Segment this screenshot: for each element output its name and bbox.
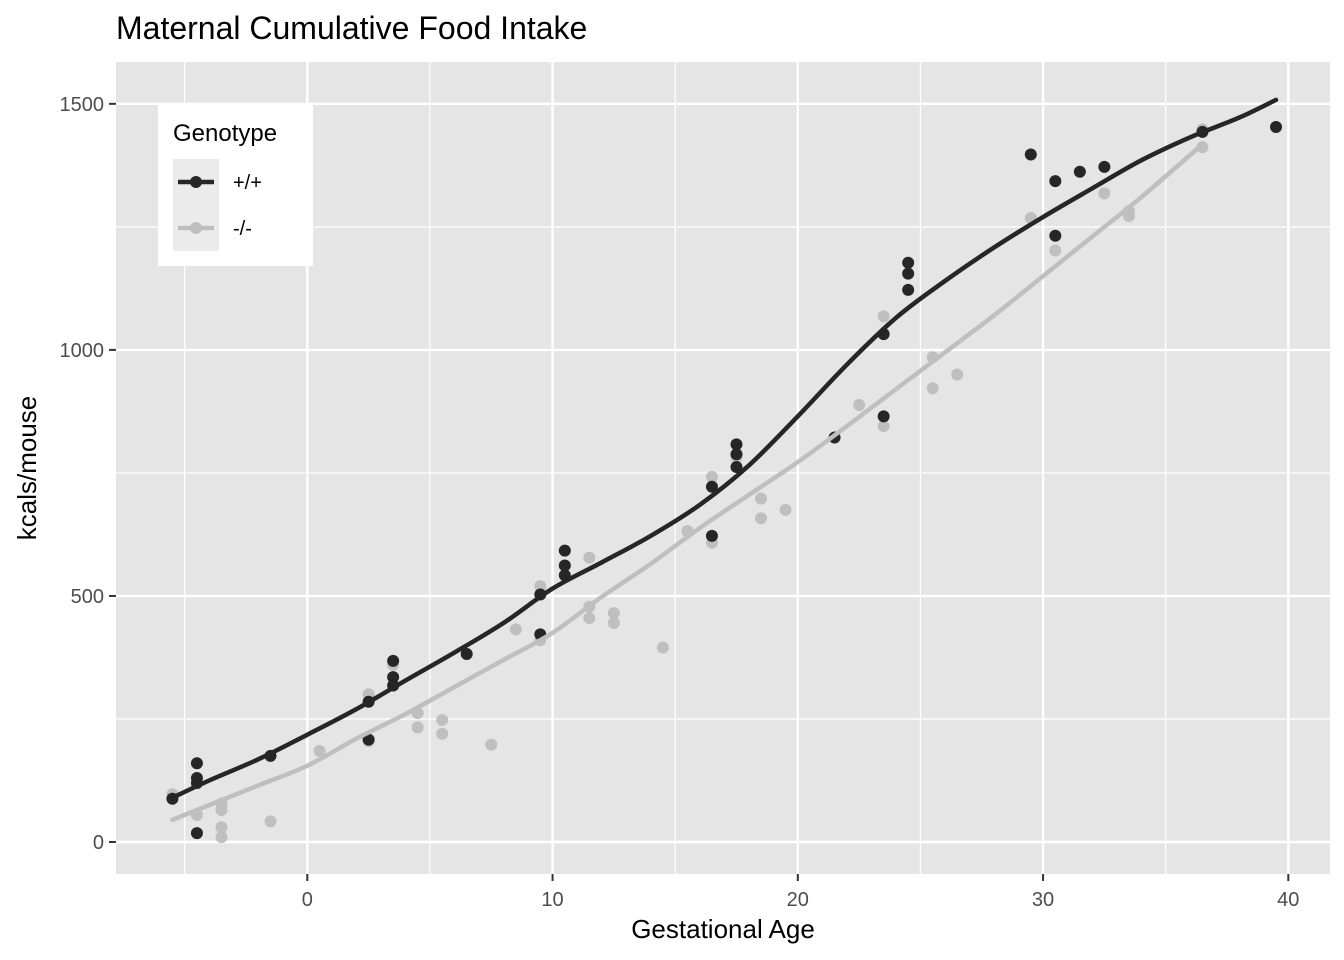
data-point-wildtype bbox=[1073, 165, 1086, 178]
y-tick-label: 500 bbox=[71, 586, 104, 608]
y-tick-label: 1500 bbox=[60, 94, 105, 116]
x-axis-title: Gestational Age bbox=[631, 914, 815, 944]
data-point-wildtype bbox=[1098, 160, 1111, 173]
data-point-knockout bbox=[436, 713, 449, 726]
data-point-wildtype bbox=[730, 438, 743, 451]
data-point-knockout bbox=[607, 617, 620, 630]
x-tick-label: 20 bbox=[787, 889, 809, 911]
data-point-knockout bbox=[215, 804, 228, 817]
data-point-wildtype bbox=[730, 461, 743, 474]
data-point-knockout bbox=[1098, 187, 1111, 200]
x-tick-label: 30 bbox=[1032, 889, 1054, 911]
legend-title: Genotype bbox=[173, 120, 277, 147]
data-point-knockout bbox=[1122, 210, 1135, 223]
x-tick-label: 10 bbox=[541, 889, 563, 911]
data-point-knockout bbox=[705, 470, 718, 483]
data-point-knockout bbox=[264, 815, 277, 828]
legend-key-point-knockout bbox=[190, 222, 202, 234]
data-point-knockout bbox=[411, 721, 424, 734]
smooth-lines bbox=[170, 97, 1279, 823]
data-point-knockout bbox=[583, 612, 596, 625]
legend-key-point-wildtype bbox=[190, 176, 202, 188]
data-point-wildtype bbox=[902, 283, 915, 296]
data-point-wildtype bbox=[877, 410, 890, 423]
legend-label-knockout: -/- bbox=[233, 218, 252, 240]
data-point-knockout bbox=[215, 831, 228, 844]
x-tick-label: 40 bbox=[1277, 889, 1299, 911]
data-point-knockout bbox=[485, 738, 498, 751]
data-point-wildtype bbox=[558, 559, 571, 572]
data-point-wildtype bbox=[1270, 120, 1283, 133]
data-point-wildtype bbox=[460, 648, 473, 661]
data-point-knockout bbox=[607, 607, 620, 620]
data-point-wildtype bbox=[705, 529, 718, 542]
data-point-knockout bbox=[1049, 244, 1062, 257]
data-point-knockout bbox=[755, 512, 768, 525]
y-axis-title: kcals/mouse bbox=[12, 396, 42, 541]
data-point-knockout bbox=[755, 492, 768, 505]
data-point-knockout bbox=[877, 310, 890, 323]
data-point-wildtype bbox=[705, 480, 718, 493]
data-point-knockout bbox=[534, 580, 547, 593]
data-point-knockout bbox=[926, 382, 939, 395]
data-point-knockout bbox=[656, 641, 669, 654]
plot-panel bbox=[116, 62, 1330, 874]
x-axis: 0 10 20 30 40 bbox=[302, 874, 1299, 911]
data-point-wildtype bbox=[1049, 175, 1062, 188]
data-point-wildtype bbox=[902, 256, 915, 269]
data-point-wildtype bbox=[1024, 148, 1037, 161]
y-tick-label: 1000 bbox=[60, 340, 105, 362]
data-point-wildtype bbox=[730, 448, 743, 461]
data-point-wildtype bbox=[1049, 229, 1062, 242]
data-point-knockout bbox=[779, 503, 792, 516]
data-point-knockout bbox=[583, 551, 596, 564]
data-point-knockout bbox=[877, 420, 890, 433]
legend-items: +/+ -/- bbox=[173, 159, 262, 251]
data-point-knockout bbox=[951, 368, 964, 381]
data-point-knockout bbox=[215, 821, 228, 834]
data-point-wildtype bbox=[190, 757, 203, 770]
data-point-wildtype bbox=[387, 654, 400, 667]
x-tick-label: 0 bbox=[302, 889, 313, 911]
grid-minor bbox=[116, 62, 1330, 874]
chart-title: Maternal Cumulative Food Intake bbox=[116, 10, 587, 46]
data-point-wildtype bbox=[558, 544, 571, 557]
y-tick-label: 0 bbox=[93, 832, 104, 854]
data-point-wildtype bbox=[902, 267, 915, 280]
data-point-knockout bbox=[313, 744, 326, 757]
data-point-wildtype bbox=[362, 733, 375, 746]
legend-label-wildtype: +/+ bbox=[233, 172, 262, 194]
data-point-knockout bbox=[853, 399, 866, 412]
legend: Genotype +/+ -/- bbox=[158, 103, 313, 266]
smooth-line-knockout bbox=[170, 141, 1205, 823]
smooth-line-wildtype bbox=[170, 97, 1279, 800]
data-point-knockout bbox=[509, 623, 522, 636]
y-axis: 0 500 1000 1500 bbox=[60, 94, 116, 854]
data-point-wildtype bbox=[387, 671, 400, 684]
data-point-wildtype bbox=[190, 827, 203, 840]
data-point-knockout bbox=[436, 727, 449, 740]
